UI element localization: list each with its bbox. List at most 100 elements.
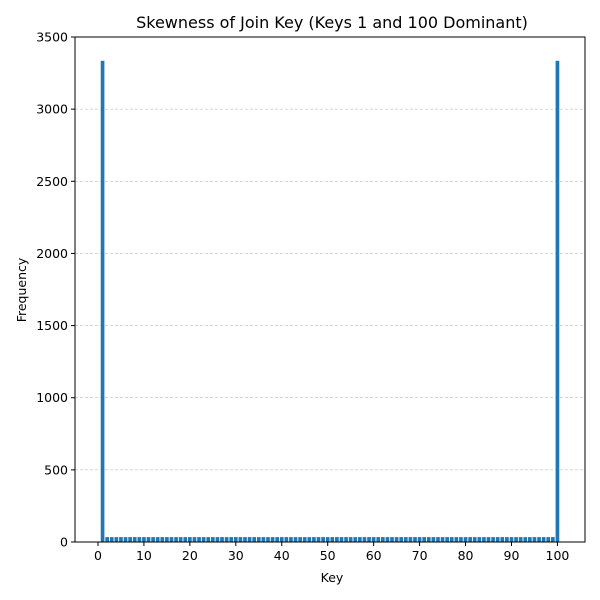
x-tick-label: 80	[458, 548, 474, 563]
bar-key-79	[459, 537, 463, 542]
bar-key-20	[188, 537, 192, 542]
bar-key-24	[206, 537, 211, 542]
bar-key-12	[151, 537, 155, 542]
bar-key-22	[197, 537, 201, 542]
x-tick-label: 90	[504, 548, 520, 563]
bar-key-60	[371, 537, 376, 542]
bar-key-37	[266, 537, 270, 542]
bar-key-55	[348, 537, 353, 542]
bar-key-72	[426, 537, 431, 542]
bar-key-97	[541, 537, 546, 542]
bar-key-50	[325, 537, 330, 542]
bar-key-11	[146, 537, 151, 542]
bar-key-27	[220, 537, 224, 542]
bar-key-42	[289, 537, 293, 542]
bar-key-39	[275, 537, 279, 542]
x-tick-label: 100	[546, 548, 570, 563]
bar-key-41	[284, 537, 289, 542]
x-tick-label: 10	[136, 548, 152, 563]
bar-key-94	[528, 537, 532, 542]
bar-key-53	[339, 537, 344, 542]
bar-key-88	[500, 537, 505, 542]
y-axis-label: Frequency	[14, 257, 29, 322]
bar-key-71	[422, 537, 427, 542]
bar-key-85	[486, 537, 491, 542]
bar-key-52	[335, 537, 339, 542]
bar-key-57	[358, 537, 362, 542]
x-tick-label: 50	[320, 548, 336, 563]
y-tick-label: 2500	[36, 174, 68, 189]
bar-key-56	[353, 537, 358, 542]
bar-key-58	[362, 537, 367, 542]
bar-key-80	[463, 537, 468, 542]
y-tick-label: 3000	[36, 102, 68, 117]
bar-key-90	[509, 537, 514, 542]
bar-key-6	[123, 537, 128, 542]
bar-key-96	[537, 537, 541, 542]
bar-key-31	[238, 537, 243, 542]
bar-key-18	[178, 537, 183, 542]
bar-key-98	[546, 537, 551, 542]
bar-key-23	[201, 537, 206, 542]
bar-key-49	[321, 537, 325, 542]
bar-key-51	[330, 537, 335, 542]
bar-key-67	[403, 537, 408, 542]
bar-key-25	[211, 537, 215, 542]
bar-key-7	[128, 537, 132, 542]
bar-key-14	[160, 537, 165, 542]
bar-key-36	[261, 537, 266, 542]
bar-key-75	[440, 537, 445, 542]
bar-key-19	[183, 537, 188, 542]
bar-key-54	[344, 537, 348, 542]
y-tick-label: 3500	[36, 30, 68, 45]
bar-key-89	[505, 537, 509, 542]
y-axis: 0 500 1000 1500 2000 2500 3000 3500	[36, 30, 75, 550]
x-axis: 0 10 20 30 40 50 60 70 80 90 100	[94, 542, 569, 563]
x-tick-label: 70	[412, 548, 428, 563]
bar-key-95	[532, 537, 537, 542]
bar-key-68	[408, 537, 413, 542]
bar-key-82	[472, 537, 477, 542]
bar-key-84	[482, 537, 486, 542]
bar-series	[100, 60, 560, 543]
bar-key-1	[100, 60, 105, 543]
bar-key-61	[376, 537, 381, 542]
bar-key-92	[518, 537, 523, 542]
bar-key-69	[413, 537, 417, 542]
bar-key-66	[399, 537, 404, 542]
bar-key-2	[105, 537, 109, 542]
bar-key-13	[155, 537, 160, 542]
bar-key-29	[229, 537, 234, 542]
bar-key-87	[495, 537, 500, 542]
bar-key-93	[523, 537, 528, 542]
x-tick-label: 20	[182, 548, 198, 563]
bar-key-15	[165, 537, 169, 542]
bar-key-73	[431, 537, 436, 542]
bar-key-38	[270, 537, 275, 542]
bar-key-17	[174, 537, 178, 542]
bar-key-76	[445, 537, 449, 542]
plot-frame	[74, 36, 586, 543]
y-tick-label: 2000	[36, 246, 68, 261]
bar-key-83	[477, 537, 482, 542]
bar-key-81	[468, 537, 472, 542]
bar-key-77	[449, 537, 454, 542]
bar-key-48	[316, 537, 321, 542]
bar-key-8	[132, 537, 137, 542]
bar-key-63	[385, 537, 390, 542]
bar-key-78	[454, 537, 459, 542]
x-tick-label: 40	[274, 548, 290, 563]
bar-key-34	[252, 537, 257, 542]
bar-key-21	[192, 537, 197, 542]
bar-key-99	[551, 537, 555, 542]
bar-key-100	[555, 60, 560, 543]
bar-key-30	[233, 537, 238, 542]
bar-key-46	[307, 537, 312, 542]
bar-key-4	[114, 537, 119, 542]
bar-key-5	[119, 537, 123, 542]
bar-key-35	[256, 537, 261, 542]
x-tick-label: 30	[228, 548, 244, 563]
y-tick-label: 500	[44, 462, 68, 477]
y-tick-label: 0	[60, 535, 68, 550]
